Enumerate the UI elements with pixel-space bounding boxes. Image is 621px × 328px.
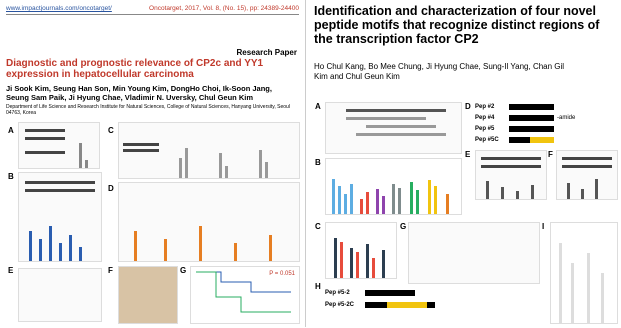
peptide: Pep #5 <box>475 126 495 132</box>
peptide-list: Pep #2 Pep #4 -amide Pep #5 Pep #5C <box>475 102 615 146</box>
panel-label: H <box>315 282 321 291</box>
h-peptides: Pep #5-2 Pep #5-2C <box>325 290 475 320</box>
panel-label: B <box>8 172 14 181</box>
panel-label: I <box>542 222 545 231</box>
peptide-bar <box>365 290 415 296</box>
peptide: Pep #5-2 <box>325 290 350 296</box>
bar-figure <box>325 158 462 215</box>
scatter-figure <box>18 268 102 322</box>
panel-label: F <box>548 150 553 159</box>
ihc-figure <box>118 266 178 324</box>
peptide: Pep #2 <box>475 104 495 110</box>
panel-label: B <box>315 158 321 167</box>
right-paper: Identification and characterization of f… <box>310 0 621 327</box>
header-url: www.impactjournals.com/oncotarget/ <box>6 5 112 12</box>
panel-label: E <box>465 150 471 159</box>
peptide-bar <box>530 137 554 143</box>
panel-label: A <box>8 126 14 135</box>
blot-figure <box>18 172 102 262</box>
panel-label: F <box>108 266 113 275</box>
left-paper: www.impactjournals.com/oncotarget/ Oncot… <box>0 0 306 327</box>
rule <box>6 14 299 15</box>
blot-figure <box>556 150 618 200</box>
panel-label: D <box>465 102 471 111</box>
affiliation: Department of Life Science and Research … <box>6 104 290 116</box>
panel-label: C <box>315 222 321 231</box>
alignment-figure <box>325 102 462 154</box>
panel-label: C <box>108 126 114 135</box>
peptide-bar <box>509 104 554 110</box>
peptide: Pep #4 <box>475 115 495 121</box>
amide: -amide <box>557 115 576 121</box>
bar-figure <box>325 222 397 279</box>
bar-figure <box>118 182 300 262</box>
title: Identification and characterization of f… <box>314 4 600 46</box>
peptide: Pep #5C <box>475 137 499 143</box>
blot-figure <box>18 122 100 169</box>
header-citation: Oncotarget, 2017, Vol. 8, (No. 15), pp: … <box>149 5 299 12</box>
panel-label: D <box>108 184 114 193</box>
peptide-bar <box>387 302 427 308</box>
title: Diagnostic and prognostic relevance of C… <box>6 58 264 80</box>
p-value: P = 0.051 <box>269 271 295 277</box>
panel-label: E <box>8 266 14 275</box>
panel-label: A <box>315 102 321 111</box>
peptide-bar <box>509 115 554 121</box>
panel-label: G <box>400 222 407 231</box>
bar-grid-figure <box>550 222 618 324</box>
authors: Ho Chul Kang, Bo Mee Chung, Ji Hyung Cha… <box>314 62 565 81</box>
blot-figure <box>475 150 547 200</box>
panel-label: G <box>180 266 187 275</box>
survival-curve <box>196 271 291 313</box>
authors: Ji Sook Kim, Seung Han Son, Min Young Ki… <box>6 84 272 102</box>
peptide: Pep #5-2C <box>325 302 355 308</box>
survival-figure: P = 0.051 <box>190 266 300 324</box>
bar-figure <box>118 122 300 179</box>
peptide-bar <box>509 126 554 132</box>
article-type: Research Paper <box>236 48 297 57</box>
table-figure <box>408 222 540 284</box>
